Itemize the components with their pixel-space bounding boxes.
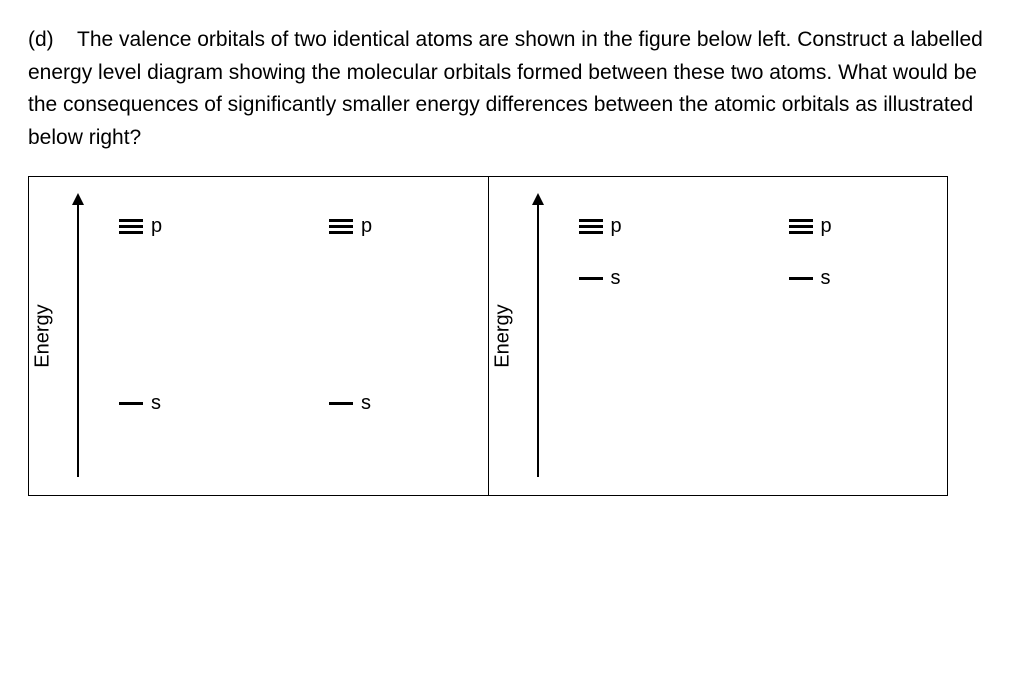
- orbital-label: s: [611, 267, 621, 290]
- orbital-label: p: [821, 215, 832, 238]
- orbital-level-lines: [329, 402, 353, 405]
- diagram-panels: Energy p s p s Energy p s p s: [28, 176, 948, 496]
- orbital-label: p: [151, 215, 162, 238]
- s-orbital: s: [789, 267, 831, 290]
- energy-axis-label-right: Energy: [491, 305, 514, 368]
- p-orbital: p: [789, 215, 832, 238]
- orbital-level-line: [789, 219, 813, 222]
- energy-axis-left: [77, 195, 79, 477]
- energy-axis-right: [537, 195, 539, 477]
- orbital-level-line: [789, 231, 813, 234]
- orbital-level-lines: [119, 402, 143, 405]
- orbital-level-line: [579, 219, 603, 222]
- s-orbital: s: [579, 267, 621, 290]
- orbital-level-line: [579, 277, 603, 280]
- orbital-level-line: [119, 231, 143, 234]
- question-body: The valence orbitals of two identical at…: [28, 28, 983, 149]
- orbital-level-lines: [579, 219, 603, 234]
- orbital-level-lines: [789, 219, 813, 234]
- energy-axis-label-left: Energy: [32, 305, 55, 368]
- s-orbital: s: [119, 392, 161, 415]
- orbital-level-line: [329, 231, 353, 234]
- orbital-level-lines: [789, 277, 813, 280]
- orbital-level-line: [119, 402, 143, 405]
- orbital-level-line: [119, 219, 143, 222]
- p-orbital: p: [119, 215, 162, 238]
- orbital-level-line: [789, 225, 813, 228]
- question-text: (d) The valence orbitals of two identica…: [28, 24, 992, 154]
- panel-left: Energy p s p s: [29, 177, 489, 495]
- orbital-level-lines: [119, 219, 143, 234]
- orbital-level-line: [119, 225, 143, 228]
- orbital-level-lines: [329, 219, 353, 234]
- orbital-label: s: [361, 392, 371, 415]
- orbital-label: p: [361, 215, 372, 238]
- part-label: (d): [28, 28, 54, 51]
- p-orbital: p: [329, 215, 372, 238]
- s-orbital: s: [329, 392, 371, 415]
- orbital-label: s: [151, 392, 161, 415]
- p-orbital: p: [579, 215, 622, 238]
- orbital-level-line: [579, 231, 603, 234]
- panel-right: Energy p s p s: [489, 177, 948, 495]
- orbital-level-line: [329, 225, 353, 228]
- orbital-level-line: [789, 277, 813, 280]
- orbital-level-line: [329, 219, 353, 222]
- orbital-level-lines: [579, 277, 603, 280]
- orbital-level-line: [579, 225, 603, 228]
- orbital-label: s: [821, 267, 831, 290]
- orbital-label: p: [611, 215, 622, 238]
- orbital-level-line: [329, 402, 353, 405]
